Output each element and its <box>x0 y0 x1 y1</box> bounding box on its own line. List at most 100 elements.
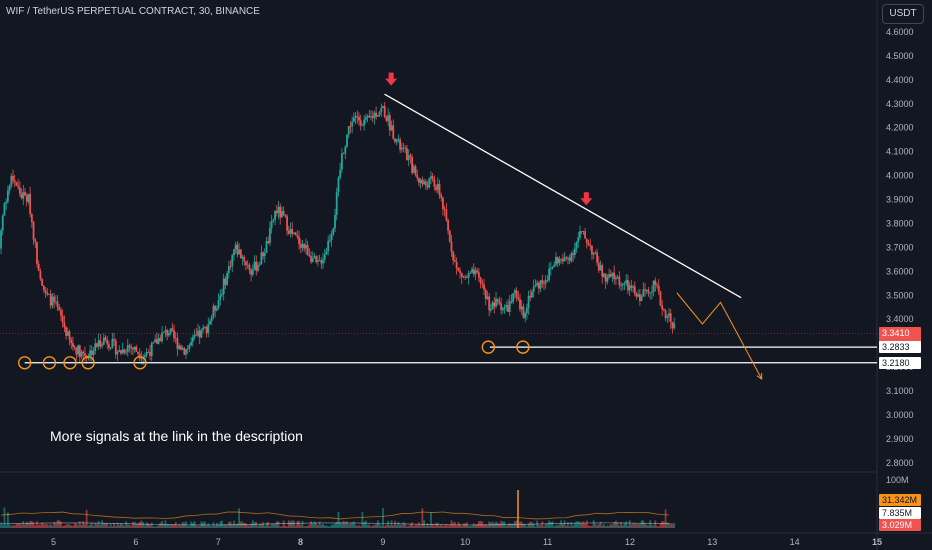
candle-body <box>378 112 381 116</box>
time-axis[interactable]: 5 6 7 8 9 10 11 12 13 14 15 <box>51 537 882 547</box>
candle-body <box>289 229 292 234</box>
candle-body <box>551 266 554 269</box>
volume-bar <box>388 525 391 528</box>
volume-bar <box>169 524 172 528</box>
volume-bar <box>116 522 119 528</box>
candle-body <box>101 344 103 347</box>
candle-body <box>527 296 530 308</box>
price-label: 3.2180 <box>879 356 921 369</box>
candle-body <box>433 179 436 187</box>
candle-body <box>435 186 437 190</box>
volume-bar <box>565 525 568 528</box>
projection-path <box>676 292 763 380</box>
candle-body <box>553 264 556 267</box>
support-touch-marker <box>63 356 77 370</box>
candle-body <box>457 268 460 271</box>
volume-bar <box>527 523 530 528</box>
candle-body <box>42 285 45 291</box>
candle-body <box>440 195 443 198</box>
time-tick-label: 14 <box>790 537 800 547</box>
volume-bar <box>145 522 148 528</box>
candle-body <box>430 176 432 179</box>
volume-bar <box>262 522 264 528</box>
volume-bar <box>594 523 597 528</box>
volume-bar <box>486 525 489 528</box>
candle-body <box>673 323 676 329</box>
candle-body <box>503 306 506 309</box>
volume-bar <box>87 525 90 528</box>
candle-body <box>68 331 71 340</box>
candle-body <box>640 296 643 301</box>
candle-body <box>133 346 136 350</box>
candle-body <box>238 249 241 255</box>
candle-body <box>263 252 266 257</box>
volume-bar <box>568 526 571 528</box>
candle-body <box>233 249 235 256</box>
candle-body <box>409 155 412 158</box>
price-tick-label: 3.7000 <box>886 242 914 252</box>
support-touch-marker <box>481 340 496 354</box>
volume-bar <box>29 520 32 528</box>
volume-bar <box>167 524 170 528</box>
volume-bar <box>44 524 47 528</box>
volume-bar <box>342 520 345 528</box>
candle-body <box>431 176 434 180</box>
volume-bar <box>531 522 533 528</box>
volume-bar <box>25 521 28 528</box>
volume-bar <box>241 521 244 528</box>
price-axis[interactable]: 4.6000 4.5000 4.4000 4.3000 4.2000 4.1000 4.00… <box>886 27 914 485</box>
candle-body <box>270 221 273 228</box>
volume-bar <box>477 521 480 528</box>
candle-body <box>397 139 400 141</box>
projection-arrowhead <box>756 373 763 381</box>
volume-bar <box>92 525 95 528</box>
volume-bar <box>484 524 487 528</box>
trendline-descending-resistance <box>384 93 742 299</box>
volume-bar <box>364 520 367 528</box>
volume-bar <box>394 520 396 528</box>
candle-body <box>65 327 68 336</box>
volume-bar <box>539 525 542 528</box>
volume-bar <box>450 520 453 528</box>
volume-bar <box>335 522 338 528</box>
down-arrow-icon <box>580 192 593 206</box>
volume-bar <box>508 522 511 528</box>
volume-bar <box>666 522 669 528</box>
candle-body <box>157 338 160 344</box>
volume-bar <box>380 525 383 528</box>
volume-bar <box>579 522 581 528</box>
volume-bar <box>51 525 54 528</box>
candle-body <box>70 339 73 344</box>
volume-bar <box>24 524 26 528</box>
candle-body <box>287 230 290 234</box>
candle-body <box>495 298 497 307</box>
currency-button[interactable]: USDT <box>882 4 924 24</box>
candle-body <box>335 191 338 215</box>
volume-bar <box>551 521 554 528</box>
volume-bar <box>330 524 333 528</box>
volume-bar <box>549 522 552 528</box>
volume-bar <box>316 524 319 528</box>
candle-body <box>125 351 127 353</box>
candle-body <box>570 253 573 261</box>
candle-body <box>72 343 74 347</box>
candle-body <box>215 308 218 311</box>
volume-bar <box>257 525 259 528</box>
volume-bar <box>548 520 551 528</box>
candle-body <box>193 334 196 338</box>
candle-body <box>20 193 23 199</box>
volume-bar <box>265 522 268 528</box>
candle-body <box>30 214 33 222</box>
candle-body <box>56 301 59 308</box>
volume-bar <box>299 525 302 528</box>
volume-bar <box>601 525 604 528</box>
volume-bar <box>198 525 201 528</box>
volume-bar <box>589 526 592 528</box>
volume-bar <box>41 522 44 528</box>
candle-body <box>472 268 475 275</box>
candle-body <box>466 276 468 278</box>
candle-body <box>222 278 225 294</box>
candle-body <box>39 270 42 280</box>
candle-body <box>491 302 494 310</box>
